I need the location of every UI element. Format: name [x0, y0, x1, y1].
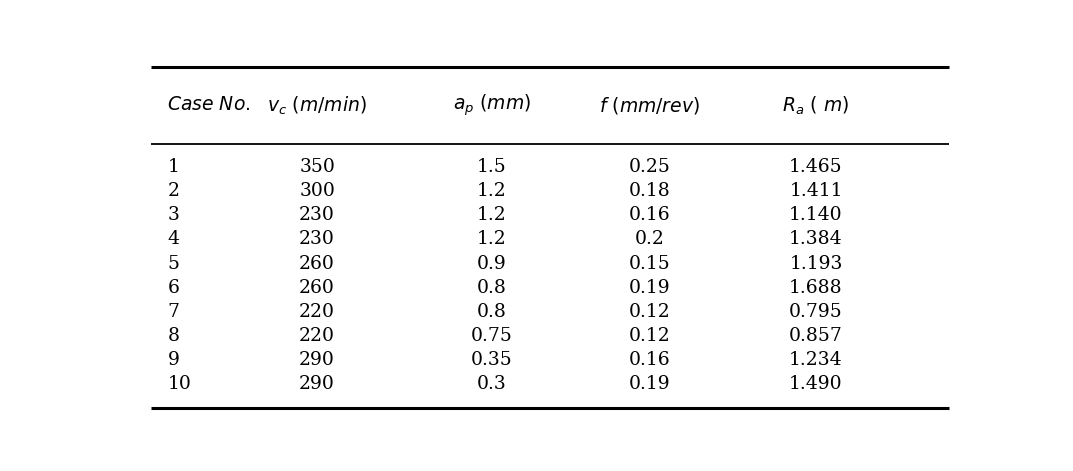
- Text: $\mathit{Case\ No.}$: $\mathit{Case\ No.}$: [167, 97, 251, 114]
- Text: 0.15: 0.15: [629, 255, 671, 273]
- Text: 350: 350: [299, 158, 335, 176]
- Text: 0.795: 0.795: [789, 303, 843, 321]
- Text: 1.140: 1.140: [790, 206, 842, 224]
- Text: 0.2: 0.2: [635, 230, 664, 249]
- Text: 1: 1: [167, 158, 179, 176]
- Text: 1.384: 1.384: [790, 230, 842, 249]
- Text: 300: 300: [299, 182, 335, 200]
- Text: 1.2: 1.2: [476, 230, 506, 249]
- Text: 290: 290: [299, 375, 335, 393]
- Text: 7: 7: [167, 303, 179, 321]
- Text: 0.18: 0.18: [629, 182, 671, 200]
- Text: 1.5: 1.5: [476, 158, 506, 176]
- Text: 220: 220: [299, 303, 335, 321]
- Text: 6: 6: [167, 279, 179, 297]
- Text: 0.12: 0.12: [629, 327, 671, 345]
- Text: $\mathit{a}_{p}\ \mathit{(mm)}$: $\mathit{a}_{p}\ \mathit{(mm)}$: [453, 93, 531, 118]
- Text: 260: 260: [299, 255, 335, 273]
- Text: 2: 2: [167, 182, 179, 200]
- Text: 230: 230: [299, 230, 335, 249]
- Text: 290: 290: [299, 351, 335, 369]
- Text: 10: 10: [167, 375, 191, 393]
- Text: 1.688: 1.688: [790, 279, 842, 297]
- Text: 0.35: 0.35: [471, 351, 513, 369]
- Text: 0.19: 0.19: [629, 375, 671, 393]
- Text: $\mathit{f}\ \mathit{(mm/rev)}$: $\mathit{f}\ \mathit{(mm/rev)}$: [600, 95, 700, 116]
- Text: 0.12: 0.12: [629, 303, 671, 321]
- Text: 0.857: 0.857: [789, 327, 843, 345]
- Text: 1.411: 1.411: [790, 182, 842, 200]
- Text: 0.8: 0.8: [476, 303, 506, 321]
- Text: 0.75: 0.75: [471, 327, 513, 345]
- Text: 0.9: 0.9: [476, 255, 506, 273]
- Text: 1.193: 1.193: [790, 255, 842, 273]
- Text: 1.2: 1.2: [476, 182, 506, 200]
- Text: 0.3: 0.3: [476, 375, 506, 393]
- Text: 230: 230: [299, 206, 335, 224]
- Text: 4: 4: [167, 230, 179, 249]
- Text: 1.234: 1.234: [790, 351, 842, 369]
- Text: 5: 5: [167, 255, 179, 273]
- Text: 0.25: 0.25: [629, 158, 671, 176]
- Text: 0.8: 0.8: [476, 279, 506, 297]
- Text: 220: 220: [299, 327, 335, 345]
- Text: 9: 9: [167, 351, 179, 369]
- Text: 260: 260: [299, 279, 335, 297]
- Text: 0.19: 0.19: [629, 279, 671, 297]
- Text: $\mathit{v}_{c}\ \mathit{(m/min)}$: $\mathit{v}_{c}\ \mathit{(m/min)}$: [267, 94, 367, 117]
- Text: 1.490: 1.490: [790, 375, 842, 393]
- Text: 1.465: 1.465: [790, 158, 842, 176]
- Text: 8: 8: [167, 327, 179, 345]
- Text: 1.2: 1.2: [476, 206, 506, 224]
- Text: 0.16: 0.16: [629, 351, 671, 369]
- Text: 3: 3: [167, 206, 179, 224]
- Text: 0.16: 0.16: [629, 206, 671, 224]
- Text: $\mathit{R}_{a}\ \mathit{(\ m)}$: $\mathit{R}_{a}\ \mathit{(\ m)}$: [782, 94, 850, 117]
